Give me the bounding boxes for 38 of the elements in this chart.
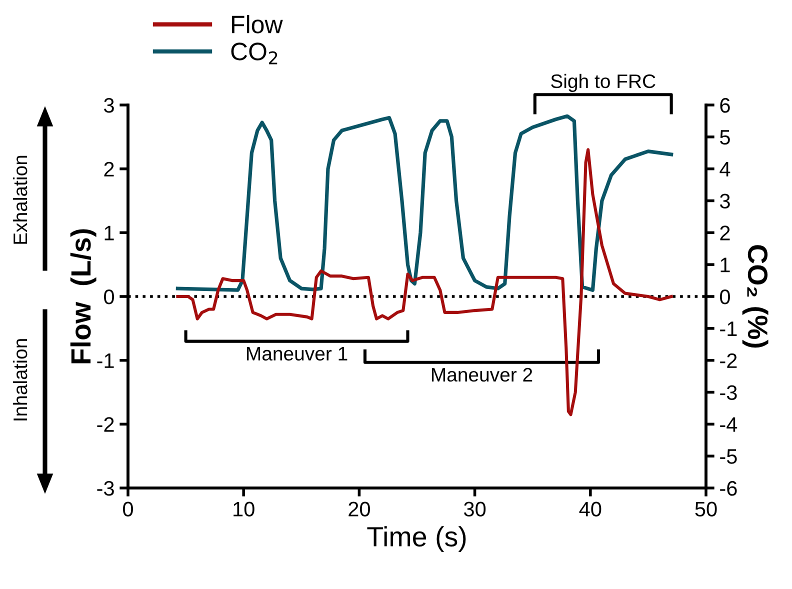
y2-tick-label: 2 [720,226,730,240]
y-tick-label: -1 [97,354,114,368]
x-tick-label: 40 [579,502,602,516]
y2-axis-title: CO₂ (%) [742,245,768,348]
x-tick-label: 30 [464,502,486,516]
annotation: Maneuver 1 [247,347,348,361]
y-tick-label: -2 [97,417,114,432]
y2-tick-label: -6 [720,481,737,496]
y-tick-label: 0 [104,290,114,304]
y2-tick-label: 4 [720,162,730,176]
line-series [176,114,674,292]
y-axis-title: Flow (L/s) [70,229,96,364]
x-axis-title: Time (s) [367,526,466,552]
y-tick-label: 3 [104,98,114,113]
legend-label: Flow [232,15,283,34]
y2-tick-label: -1 [720,322,737,336]
x-tick-label: 50 [695,502,717,516]
text: Inhalation [12,339,28,420]
y-tick-label: -3 [97,481,114,496]
annotation: Maneuver 2 [432,368,532,382]
y2-tick-label: 0 [720,290,730,304]
y2-tick-label: 5 [720,130,730,145]
y-tick-label: 2 [104,162,114,176]
y2-tick-label: -3 [720,385,737,400]
y2-tick-label: -4 [720,417,738,432]
y2-tick-label: -5 [720,449,737,464]
legend-label: CO$_{2}$ [231,42,278,64]
line-series [176,148,673,416]
y2-tick-label: 1 [720,258,730,272]
x-tick-label: 20 [348,502,370,516]
y2-tick-label: -2 [720,353,737,368]
y2-tick-label: 6 [720,98,730,113]
x-tick-label: 10 [234,502,254,516]
text: Exhalation [12,156,28,244]
text: Sigh to FRC [551,74,656,92]
y2-tick-label: 3 [720,194,730,209]
y-tick-label: 1 [104,226,114,240]
x-tick-label: 0 [123,502,133,516]
